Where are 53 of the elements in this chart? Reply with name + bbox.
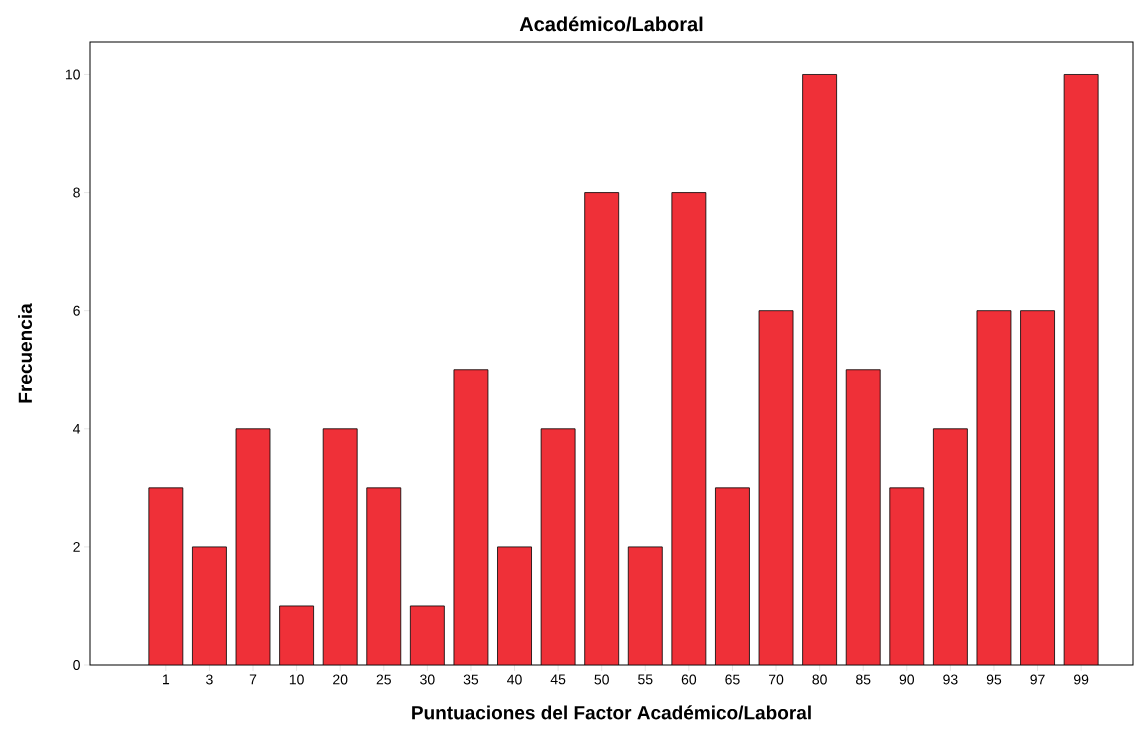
x-tick-label: 7 [249, 674, 257, 685]
x-tick-label: 90 [899, 674, 915, 685]
bar [148, 487, 183, 665]
x-tick-label: 1 [163, 674, 170, 685]
bar [497, 546, 532, 665]
y-tick-label: 0 [73, 660, 80, 670]
bar [366, 487, 401, 665]
bar [933, 428, 968, 665]
bar [236, 428, 271, 665]
y-tick-label: 4 [73, 423, 81, 434]
bar [584, 192, 619, 665]
x-tick-label: 70 [768, 674, 784, 685]
x-tick-label: 40 [507, 674, 522, 685]
x-tick-label: 65 [725, 674, 740, 685]
bar [715, 487, 750, 665]
x-tick-label: 85 [856, 674, 871, 685]
bar [541, 428, 576, 665]
bar [628, 546, 663, 665]
x-tick-label: 60 [681, 674, 697, 685]
bar [453, 369, 488, 665]
bar [846, 369, 881, 665]
x-tick-label: 97 [1030, 674, 1045, 685]
y-axis-title: Frecuencia [18, 303, 33, 403]
x-tick-label: 50 [594, 674, 609, 685]
x-tick-label: 30 [420, 674, 435, 685]
bar [410, 605, 445, 665]
bar [976, 310, 1011, 665]
x-tick-label: 95 [986, 674, 1002, 685]
bar [802, 74, 837, 665]
bar [279, 605, 314, 665]
x-tick-label: 55 [638, 674, 653, 685]
y-tick-label: 8 [73, 187, 80, 198]
bar [671, 192, 706, 665]
x-tick-label: 25 [376, 674, 391, 685]
x-tick-label: 93 [943, 674, 958, 685]
x-tick-label: 35 [463, 674, 479, 685]
bar [323, 428, 358, 665]
x-tick-label: 3 [206, 674, 213, 685]
bar [1063, 74, 1099, 665]
bar [889, 487, 924, 665]
y-tick-label: 10 [65, 69, 80, 80]
bar [192, 546, 227, 665]
bar [759, 310, 794, 665]
x-tick-label: 10 [289, 674, 304, 685]
x-tick-label: 80 [812, 674, 827, 685]
y-tick-label: 6 [73, 305, 80, 316]
x-axis-title: Puntuaciones del Factor Académico/Laboral [412, 705, 811, 720]
chart-title: Académico/Laboral [519, 16, 703, 32]
bar [1020, 310, 1055, 665]
y-tick-label: 2 [73, 542, 80, 552]
x-tick-label: 20 [333, 674, 348, 685]
x-tick-label: 99 [1074, 674, 1089, 685]
x-tick-label: 45 [550, 674, 566, 685]
